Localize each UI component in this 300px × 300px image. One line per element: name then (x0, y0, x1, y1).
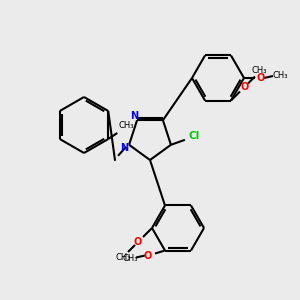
Text: CH₃: CH₃ (251, 66, 267, 75)
Text: Cl: Cl (188, 131, 200, 141)
Text: CH₃: CH₃ (122, 254, 138, 263)
Text: N: N (120, 143, 128, 153)
Text: O: O (144, 250, 152, 260)
Text: N: N (130, 111, 138, 121)
Text: O: O (257, 73, 265, 83)
Text: CH₃: CH₃ (118, 121, 134, 130)
Text: CH₃: CH₃ (272, 70, 288, 80)
Text: O: O (134, 237, 142, 247)
Text: CH₃: CH₃ (115, 254, 131, 262)
Text: O: O (241, 82, 249, 92)
